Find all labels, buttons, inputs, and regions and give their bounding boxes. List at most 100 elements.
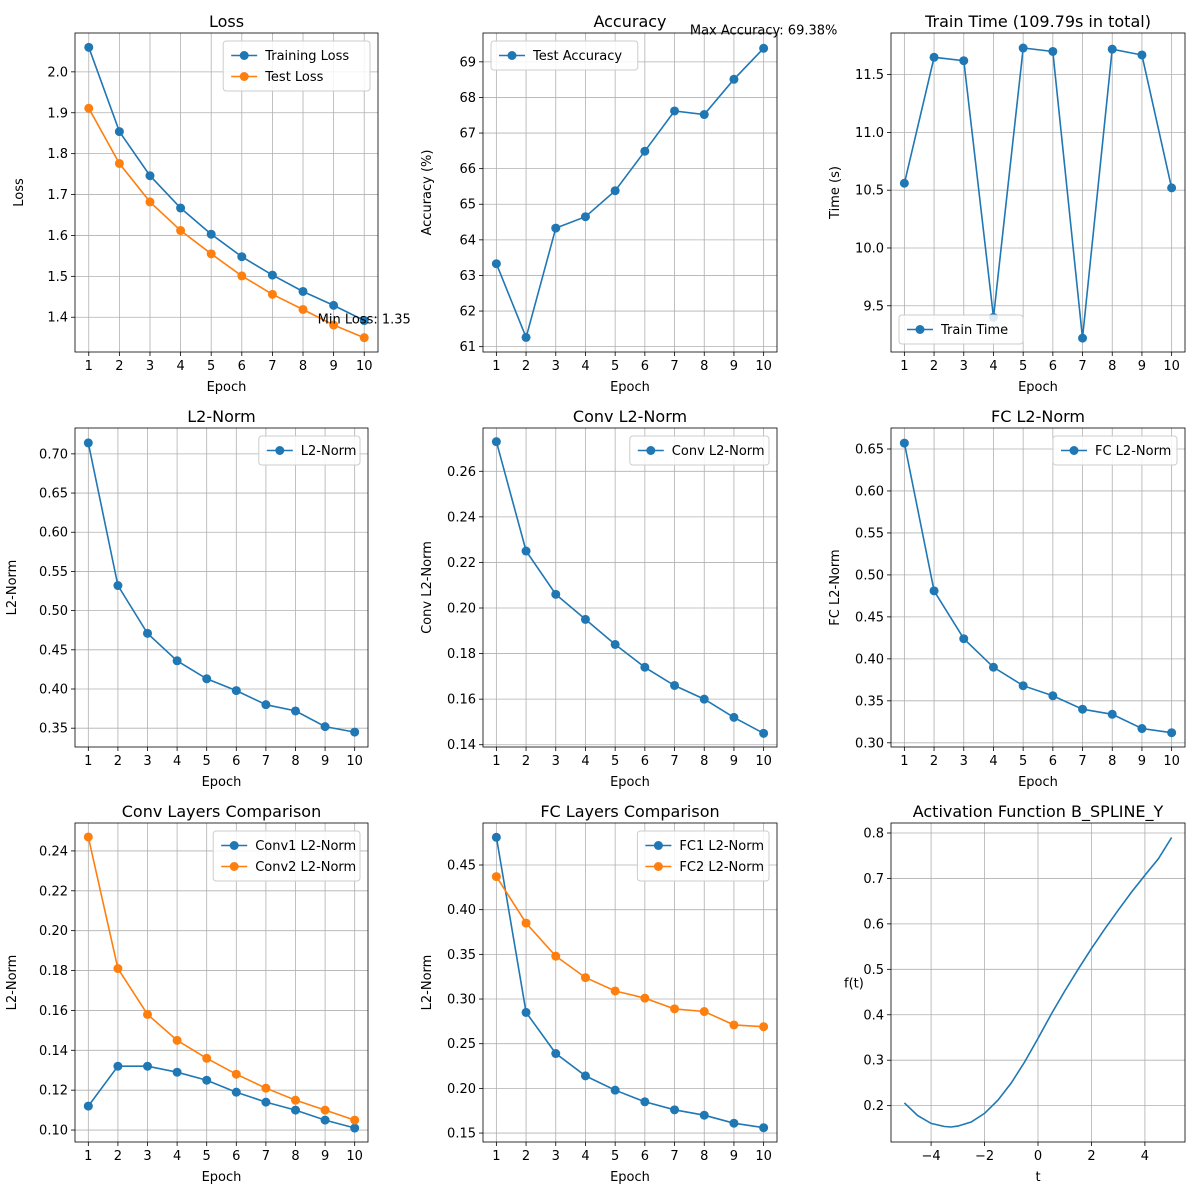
y-tick-label: 0.45 <box>39 643 68 658</box>
data-point <box>84 42 94 52</box>
data-point <box>350 1123 360 1133</box>
data-point <box>959 56 969 66</box>
data-point <box>83 1101 93 1111</box>
x-tick-label: 9 <box>321 1149 329 1164</box>
data-point <box>113 1061 123 1071</box>
legend-marker <box>653 841 663 850</box>
legend-label: Conv L2-Norm <box>672 444 765 459</box>
data-point <box>580 614 590 624</box>
data-point <box>143 1061 153 1071</box>
axes-frame <box>890 427 1186 748</box>
data-point <box>670 1004 680 1014</box>
x-tick-label: 2 <box>522 359 530 374</box>
data-point <box>551 951 561 961</box>
x-tick-label: 4 <box>581 1149 589 1164</box>
data-point <box>640 662 650 672</box>
data-point <box>729 1118 739 1128</box>
data-point <box>172 1067 182 1077</box>
data-point <box>145 197 155 207</box>
data-point <box>320 722 330 732</box>
x-tick-label: 10 <box>755 754 772 769</box>
legend-label: FC2 L2-Norm <box>679 860 764 875</box>
axes-frame <box>74 32 379 353</box>
data-point <box>1137 724 1147 734</box>
y-tick-label: 10.0 <box>855 241 884 256</box>
y-tick-label: 0.40 <box>39 683 68 698</box>
y-tick-label: 0.65 <box>39 487 68 502</box>
data-point <box>1167 183 1177 193</box>
data-point <box>1048 46 1058 56</box>
x-tick-label: 10 <box>1163 359 1180 374</box>
data-point <box>759 728 769 738</box>
legend-box <box>1052 435 1178 466</box>
y-tick-label: 0.50 <box>39 604 68 619</box>
x-axis-label: Epoch <box>610 1170 650 1185</box>
data-point <box>1078 704 1088 714</box>
x-tick-label: 9 <box>730 754 738 769</box>
data-point <box>729 74 739 84</box>
x-tick-label: 1 <box>492 359 500 374</box>
data-point <box>521 332 531 342</box>
data-point <box>491 259 501 269</box>
data-point <box>699 1110 709 1120</box>
data-point <box>261 1083 271 1093</box>
legend-marker <box>275 446 285 455</box>
y-tick-label: 10.5 <box>855 184 884 199</box>
x-tick-label: 6 <box>232 754 240 769</box>
y-tick-label: 0.15 <box>447 1127 476 1142</box>
data-point <box>1048 691 1058 701</box>
legend-label: Train Time <box>940 323 1008 338</box>
x-tick-label: 8 <box>700 1149 708 1164</box>
data-point <box>988 662 998 672</box>
x-tick-label: 4 <box>989 359 997 374</box>
x-tick-label: 5 <box>611 1149 619 1164</box>
data-point <box>298 286 308 296</box>
data-point <box>1018 681 1028 691</box>
series-line <box>495 441 764 735</box>
y-axis-label: FC L2-Norm <box>828 549 843 625</box>
chart-title: FC L2-Norm <box>991 407 1085 426</box>
legend-label: Test Accuracy <box>532 49 622 64</box>
data-point <box>143 1009 153 1019</box>
y-tick-label: 0.14 <box>39 1044 68 1059</box>
x-tick-label: 10 <box>346 754 363 769</box>
y-tick-label: 0.65 <box>855 442 884 457</box>
legend: FC L2-Norm <box>1052 435 1178 466</box>
x-tick-label: 9 <box>730 359 738 374</box>
data-point <box>610 986 620 996</box>
x-tick-label: 10 <box>1163 754 1180 769</box>
x-tick-label: 8 <box>1108 754 1116 769</box>
x-tick-label: 2 <box>930 359 938 374</box>
x-tick-label: 2 <box>930 754 938 769</box>
data-point <box>759 1123 769 1133</box>
x-tick-label: 6 <box>641 1149 649 1164</box>
x-tick-label: 1 <box>84 754 92 769</box>
data-point <box>521 546 531 556</box>
x-tick-label: 7 <box>1078 754 1086 769</box>
x-tick-label: 5 <box>611 359 619 374</box>
data-point <box>899 178 909 188</box>
chart-title: Conv L2-Norm <box>573 407 687 426</box>
x-tick-label: 3 <box>552 754 560 769</box>
data-point <box>580 212 590 222</box>
y-tick-label: 0.60 <box>39 526 68 541</box>
data-point <box>729 712 739 722</box>
data-point <box>359 333 369 343</box>
y-tick-label: 0.18 <box>447 647 476 662</box>
y-tick-label: 0.18 <box>39 964 68 979</box>
subplot-5: 1 2 3 4 5 6 7 8 9 10 0.14 0.16 0.18 0.20 0.22 0.24 0.26 C… <box>420 407 778 790</box>
x-tick-label: 5 <box>203 754 211 769</box>
x-tick-label: 4 <box>173 754 181 769</box>
x-tick-label: 2 <box>522 754 530 769</box>
y-tick-label: 1.9 <box>47 106 68 121</box>
annotation: Min Loss: 1.35 <box>318 313 411 328</box>
legend-label: FC L2-Norm <box>1095 444 1171 459</box>
y-tick-label: 0.25 <box>447 1037 476 1052</box>
data-point <box>206 229 216 239</box>
x-tick-label: 5 <box>1019 359 1027 374</box>
y-tick-label: 0.30 <box>447 993 476 1008</box>
y-tick-label: 0.12 <box>39 1084 68 1099</box>
x-tick-label: 5 <box>203 1149 211 1164</box>
x-tick-label: 2 <box>522 1149 530 1164</box>
data-point <box>759 43 769 53</box>
